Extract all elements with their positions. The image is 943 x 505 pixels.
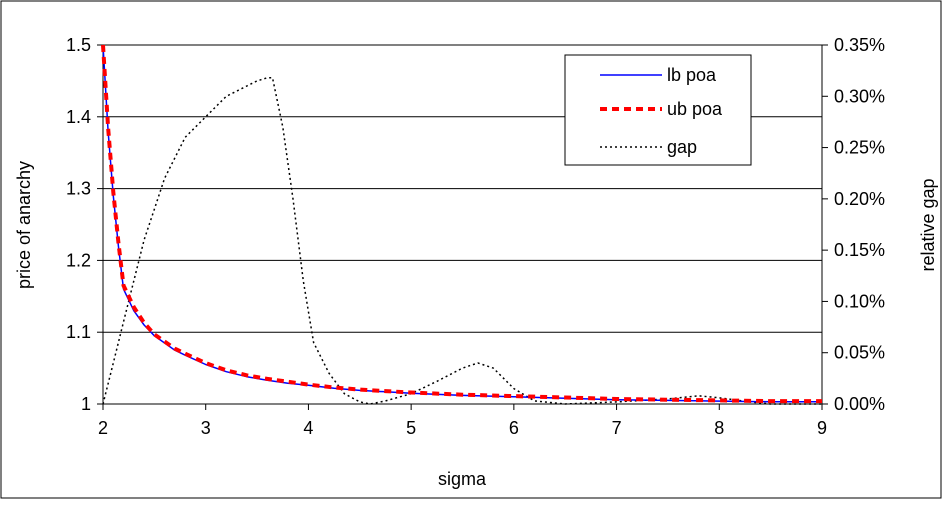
y2-tick-label: 0.35%	[834, 35, 885, 55]
legend: lb poa ub poa gap	[564, 54, 752, 166]
series-line-gap	[102, 77, 822, 405]
x-tick-label: 8	[714, 418, 724, 438]
x-tick-label: 4	[303, 418, 313, 438]
y-tick-label: 1.5	[66, 35, 91, 55]
x-tick-label: 5	[406, 418, 416, 438]
x-tick-label: 2	[98, 418, 108, 438]
x-tick-label: 6	[509, 418, 519, 438]
legend-label-lb-poa: lb poa	[667, 65, 717, 85]
y-axis-ticks: 1 1.1 1.2 1.3 1.4 1.5	[66, 35, 104, 414]
y-axis-title: price of anarchy	[14, 161, 34, 289]
y2-tick-label: 0.05%	[834, 343, 885, 363]
x-tick-label: 9	[817, 418, 827, 438]
y-tick-label: 1.3	[66, 179, 91, 199]
y2-tick-label: 0.15%	[834, 240, 885, 260]
y2-tick-label: 0.25%	[834, 138, 885, 158]
y2-tick-label: 0.30%	[834, 86, 885, 106]
y2-tick-label: 0.00%	[834, 394, 885, 414]
x-axis-title: sigma	[438, 469, 487, 489]
legend-label-gap: gap	[667, 137, 697, 157]
y2-tick-label: 0.10%	[834, 291, 885, 311]
x-tick-label: 3	[201, 418, 211, 438]
y-tick-label: 1.4	[66, 107, 91, 127]
x-axis-ticks: 2 3 4 5 6 7 8 9	[98, 403, 827, 438]
legend-label-ub-poa: ub poa	[667, 99, 723, 119]
y-tick-label: 1	[81, 394, 91, 414]
y2-axis-title: relative gap	[918, 178, 938, 271]
legend-box	[564, 54, 752, 166]
y2-tick-label: 0.20%	[834, 189, 885, 209]
y-tick-label: 1.1	[66, 322, 91, 342]
series-layer	[101, 44, 822, 405]
y2-axis-ticks: 0.00% 0.05% 0.10% 0.15% 0.20% 0.25% 0.30% 0.35%	[821, 35, 885, 414]
x-tick-label: 7	[612, 418, 622, 438]
series-line-ub-poa	[101, 44, 822, 404]
y-tick-label: 1.2	[66, 250, 91, 270]
